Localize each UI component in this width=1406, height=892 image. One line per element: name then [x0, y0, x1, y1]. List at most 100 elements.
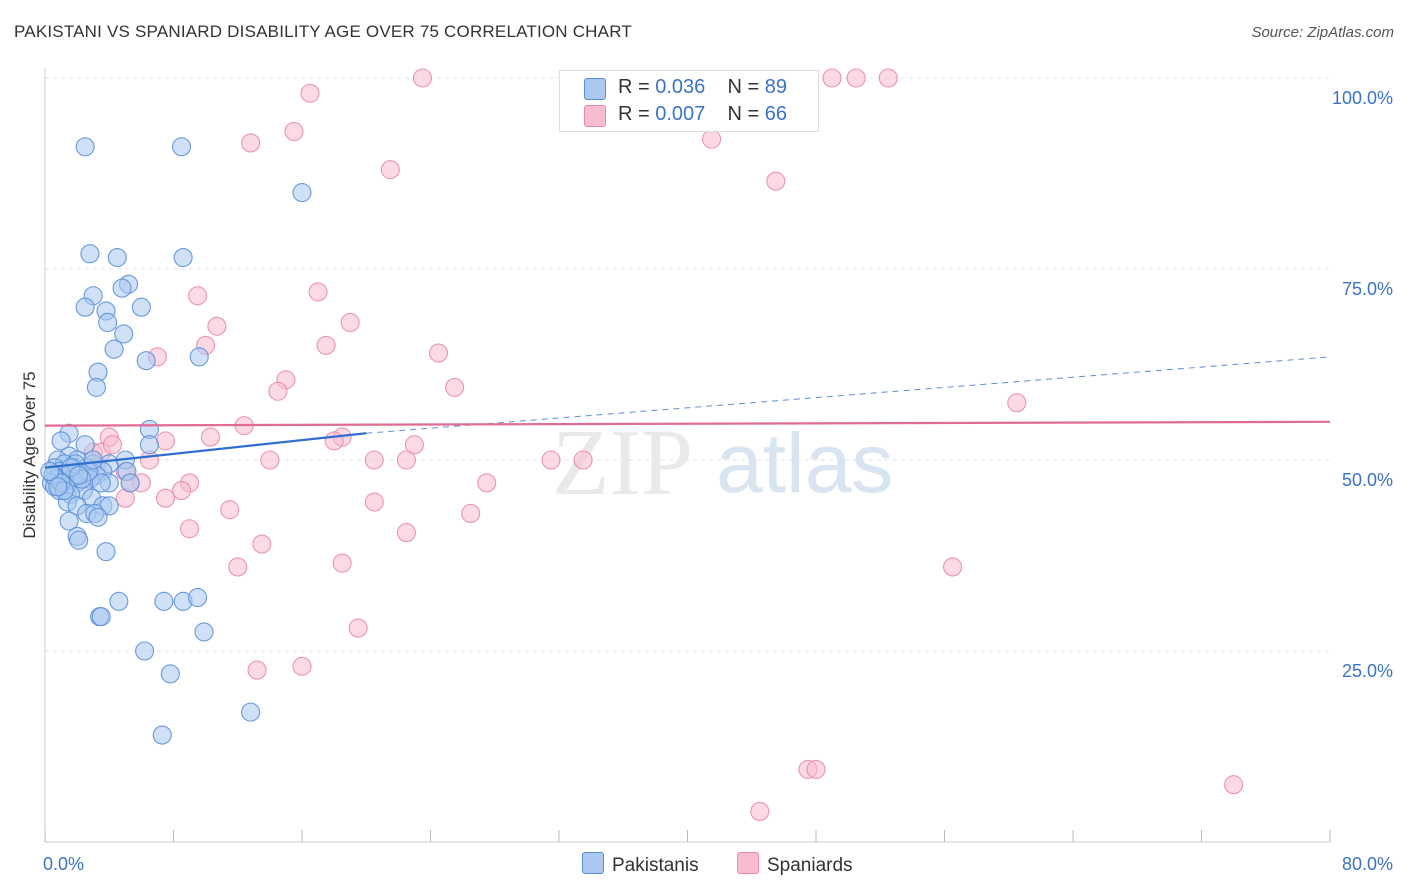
- spaniard-point-0: [412, 68, 433, 88]
- pakistani-point-7: [112, 278, 132, 298]
- spaniard-point-54: [228, 557, 248, 577]
- y-tick-label-75: 75.0%: [1342, 279, 1393, 299]
- spaniard-point-56: [942, 557, 963, 577]
- spaniard-point-10: [188, 286, 208, 306]
- pakistani-point-75: [160, 664, 180, 684]
- pakistani-point-76: [241, 702, 261, 722]
- pakistani-point-48: [91, 473, 111, 493]
- pakistani-point-74: [135, 641, 155, 661]
- spaniard-point-63: [750, 801, 770, 821]
- legend-n-label: N =: [727, 76, 760, 98]
- legend-r-value-pakistanis: 0.036: [655, 76, 706, 98]
- pakistani-point-16: [189, 347, 209, 367]
- pakistani-point-73: [194, 622, 214, 642]
- spaniard-point-7: [702, 129, 722, 149]
- spaniard-point-59: [247, 660, 267, 680]
- trend-lines: [44, 356, 1331, 469]
- pakistani-point-77: [152, 725, 172, 745]
- x-tick-label-min: 0.0%: [43, 854, 84, 874]
- spaniard-point-9: [766, 171, 786, 191]
- pakistani-point-23: [139, 435, 159, 455]
- spaniard-point-19: [268, 381, 288, 401]
- pakistani-point-15: [136, 351, 156, 371]
- pakistani-point-63: [59, 511, 79, 531]
- spaniard-point-20: [445, 377, 465, 397]
- bottom-legend-pakistanis: Pakistanis: [582, 852, 699, 877]
- spaniard-point-32: [260, 450, 280, 470]
- watermark-zip: ZIP: [552, 411, 693, 515]
- tick-labels: 25.0% 50.0% 75.0% 100.0% 0.0% 80.0%: [43, 88, 1393, 874]
- spaniard-point-35: [541, 450, 561, 470]
- spaniard-point-61: [806, 759, 826, 779]
- pakistani-point-70: [188, 587, 208, 608]
- spaniard-point-34: [396, 450, 416, 470]
- pakistani-point-10: [131, 297, 151, 317]
- chart-source: Source: ZipAtlas.com: [1251, 24, 1394, 41]
- spaniard-point-13: [340, 312, 360, 333]
- spaniards-trend-line: [44, 420, 1331, 427]
- bottom-legend-label-pakistanis: Pakistanis: [612, 855, 699, 876]
- pakistani-point-4: [107, 247, 127, 268]
- spaniard-point-15: [316, 335, 336, 355]
- spaniard-point-24: [200, 427, 220, 447]
- spaniard-point-6: [241, 133, 261, 153]
- spaniard-point-2: [846, 68, 866, 88]
- spaniard-point-12: [207, 316, 227, 336]
- spaniard-point-52: [396, 523, 416, 543]
- spaniard-point-62: [1224, 775, 1244, 795]
- spaniard-point-53: [252, 534, 272, 554]
- watermark-atlas: atlas: [716, 416, 893, 510]
- spaniard-point-3: [878, 68, 898, 88]
- spaniard-point-11: [308, 282, 328, 302]
- legend-r-value-spaniards: 0.007: [655, 103, 706, 125]
- spaniard-point-57: [348, 618, 368, 638]
- spaniard-point-26: [155, 431, 176, 451]
- pakistanis-trend-extension: [366, 356, 1331, 434]
- spaniard-point-21: [1007, 393, 1027, 413]
- pakistani-point-2: [292, 183, 312, 203]
- chart-title: PAKISTANI VS SPANIARD DISABILITY AGE OVE…: [14, 22, 632, 41]
- pakistani-point-21: [51, 431, 71, 451]
- pakistanis-trend-line: [44, 432, 367, 469]
- pakistani-point-9: [75, 297, 95, 317]
- legend-r-label: R =: [618, 76, 650, 98]
- pakistani-point-0: [75, 137, 95, 157]
- spaniard-point-51: [180, 519, 200, 539]
- spaniard-point-33: [364, 450, 384, 470]
- pakistani-point-22: [75, 435, 95, 455]
- x-tick-label-max: 80.0%: [1342, 854, 1393, 874]
- legend-text-pakistanis: R = 0.036 N = 89: [618, 76, 787, 99]
- legend-n-value-pakistanis: 89: [764, 76, 788, 98]
- spaniard-point-27: [324, 431, 344, 451]
- spaniard-point-65: [102, 435, 123, 455]
- bottom-legend-swatch-spaniards: [737, 852, 759, 874]
- y-tick-label-50: 50.0%: [1342, 470, 1393, 490]
- y-tick-label-25: 25.0%: [1342, 661, 1393, 681]
- bottom-legend-label-spaniards: Spaniards: [767, 855, 853, 876]
- pakistani-point-66: [96, 542, 116, 562]
- pakistani-point-12: [98, 312, 118, 333]
- spaniard-point-36: [573, 450, 593, 470]
- pakistani-point-49: [120, 473, 140, 493]
- pakistani-point-67: [109, 591, 129, 611]
- spaniard-point-48: [364, 492, 384, 512]
- pakistani-point-5: [173, 247, 193, 268]
- pakistani-point-72: [91, 607, 111, 627]
- pakistani-point-88: [69, 465, 89, 485]
- spaniard-point-55: [332, 553, 352, 573]
- y-tick-label-100: 100.0%: [1332, 88, 1393, 108]
- pakistani-point-65: [69, 530, 89, 550]
- legend-n-label: N =: [727, 103, 760, 125]
- spaniard-point-28: [404, 435, 424, 455]
- spaniard-point-5: [284, 121, 304, 142]
- spaniard-point-4: [300, 83, 320, 103]
- y-axis-label: Disability Age Over 75: [20, 371, 39, 538]
- pakistanis-points: [40, 137, 312, 745]
- pakistani-point-68: [154, 591, 174, 611]
- spaniard-point-49: [220, 500, 240, 520]
- bottom-legend-spaniards: Spaniards: [737, 852, 853, 877]
- pakistani-point-87: [48, 477, 68, 497]
- spaniard-point-50: [461, 503, 481, 524]
- pakistani-point-1: [171, 137, 192, 157]
